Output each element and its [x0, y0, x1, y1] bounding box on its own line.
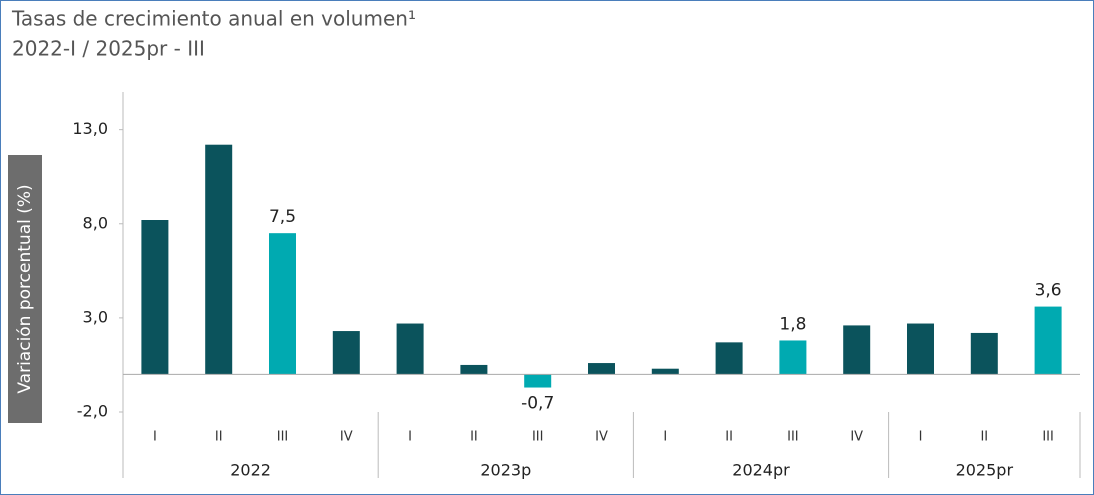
group-label: 2023p: [480, 461, 531, 480]
bar: [907, 323, 934, 375]
y-label-box: [8, 155, 42, 423]
bar: [843, 325, 871, 375]
group-label: 2024pr: [732, 461, 790, 480]
chart-title: Tasas de crecimiento anual en volumen¹: [11, 7, 416, 31]
x-tick-label: III: [787, 430, 799, 445]
y-tick-label: 3,0: [83, 307, 108, 326]
y-axis-label: Variación porcentual (%): [15, 184, 35, 393]
bar: [269, 233, 296, 375]
group-label: 2022: [230, 461, 271, 480]
x-tick-label: III: [1042, 430, 1054, 445]
x-tick-label: I: [153, 430, 157, 445]
x-tick-label: III: [532, 430, 544, 445]
x-tick-label: II: [725, 430, 733, 445]
chart-subtitle: 2022-I / 2025pr - III: [12, 37, 205, 61]
x-tick-label: II: [470, 430, 478, 445]
x-tick-label: I: [919, 430, 923, 445]
bar: [651, 368, 679, 375]
x-tick-label: II: [215, 430, 223, 445]
bar: [779, 340, 807, 375]
bar: [396, 323, 424, 375]
bar: [205, 144, 233, 375]
x-tick-label: II: [980, 430, 988, 445]
value-label: 3,6: [1035, 281, 1062, 301]
x-tick-label: IV: [595, 430, 608, 445]
x-tick-label: I: [663, 430, 667, 445]
bar: [141, 220, 169, 375]
bar: [524, 374, 552, 388]
group-label: 2025pr: [956, 461, 1014, 480]
bar: [460, 364, 488, 375]
value-label: 1,8: [779, 314, 806, 334]
value-label: -0,7: [521, 394, 554, 414]
bar: [715, 342, 743, 375]
x-tick-label: IV: [340, 430, 353, 445]
bar: [332, 331, 360, 375]
value-label: 7,5: [269, 207, 296, 227]
x-tick-label: III: [277, 430, 289, 445]
y-tick-label: 8,0: [83, 213, 108, 232]
bar: [588, 363, 615, 375]
y-tick-label: -2,0: [77, 402, 108, 421]
x-tick-label: IV: [850, 430, 863, 445]
bar: [970, 332, 998, 375]
y-tick-label: 13,0: [72, 119, 108, 138]
bar: [1034, 306, 1062, 375]
x-tick-label: I: [408, 430, 412, 445]
